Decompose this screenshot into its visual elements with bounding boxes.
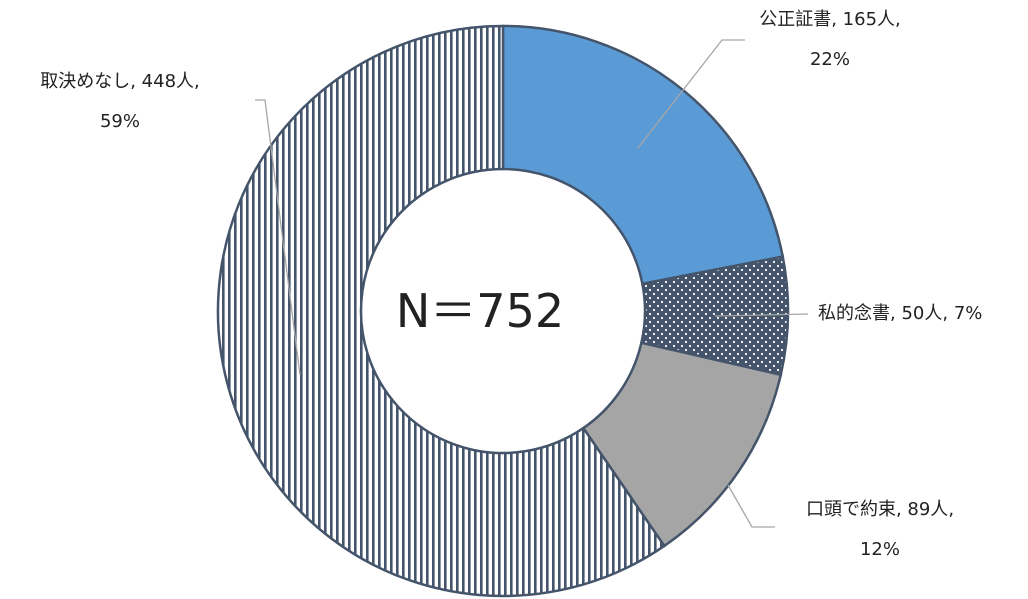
leader-line — [637, 39, 745, 149]
separator: , — [895, 9, 901, 30]
data-label: 12% — [860, 539, 900, 560]
leader-line — [255, 99, 301, 376]
total: 752 — [476, 284, 564, 338]
category: 私的念書 — [818, 302, 890, 324]
share-label: 7% — [954, 303, 983, 324]
slice — [216, 24, 667, 598]
slices — [216, 24, 790, 598]
category: 取決めなし — [40, 71, 130, 92]
data-label: 取決めなし, 448人, — [40, 71, 200, 92]
separator: , — [831, 9, 842, 30]
category: 口頭で約束 — [806, 499, 896, 520]
value-label: 448人 — [142, 71, 194, 92]
labels: 公正証書, 165人, 22%私的念書, 50人, 7%口頭で約束, 89人, … — [40, 9, 982, 560]
separator: , — [194, 71, 200, 92]
separator: , — [130, 71, 141, 92]
share-label: 22% — [810, 49, 850, 70]
value-label: 89人 — [907, 499, 948, 520]
data-label: 私的念書, 50人, 7% — [818, 302, 982, 324]
data-label: 口頭で約束, 89人, — [806, 499, 954, 520]
leader-line — [714, 313, 809, 317]
category: 公正証書 — [759, 9, 831, 30]
slice — [581, 341, 783, 548]
separator: , — [942, 303, 953, 324]
data-label: 22% — [810, 49, 850, 70]
leader-line — [727, 484, 775, 528]
data-label: 公正証書, 165人, — [759, 9, 901, 30]
value-label: 50人 — [901, 303, 942, 324]
total-prefix: N＝ — [396, 284, 476, 338]
share-label: 59% — [100, 111, 140, 132]
center-label: N＝752 — [396, 284, 564, 338]
value-label: 165人 — [843, 9, 895, 30]
share-label: 12% — [860, 539, 900, 560]
separator: , — [896, 499, 907, 520]
separator: , — [890, 303, 901, 324]
slice — [501, 24, 785, 286]
separator: , — [948, 499, 954, 520]
data-label: 59% — [100, 111, 140, 132]
